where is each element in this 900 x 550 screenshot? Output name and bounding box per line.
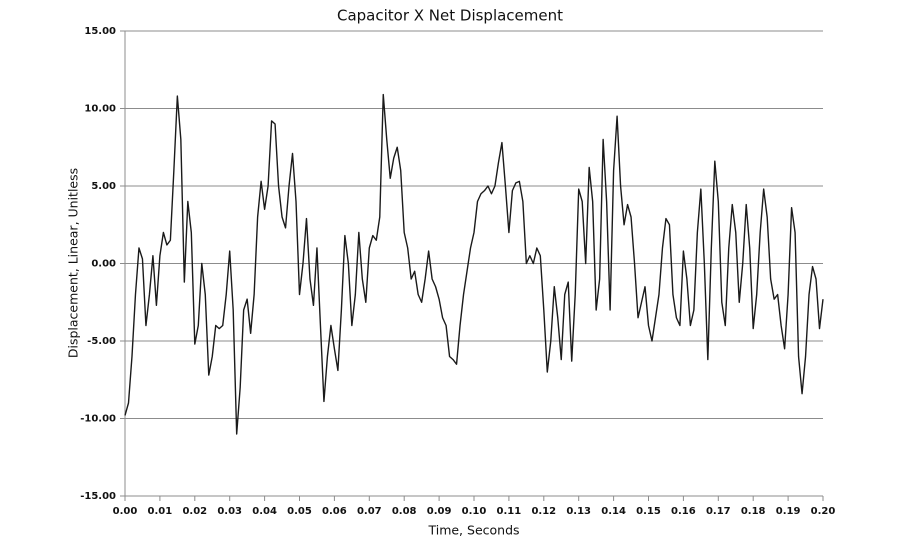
y-tick-label: -10.00 <box>80 414 116 425</box>
y-tick-label: 10.00 <box>84 104 116 115</box>
y-axis-title: Displacement, Linear, Unitless <box>66 168 81 358</box>
x-tick-label: 0.14 <box>601 506 626 517</box>
x-tick-label: 0.06 <box>322 506 347 517</box>
y-tick-label: -5.00 <box>87 336 116 347</box>
x-tick-label: 0.11 <box>497 506 522 517</box>
y-tick-label: 5.00 <box>91 181 116 192</box>
data-line <box>124 93 824 435</box>
x-tick-label: 0.10 <box>462 506 487 517</box>
x-tick-label: 0.05 <box>287 506 312 517</box>
y-tick-label: 0.00 <box>91 259 116 270</box>
x-tick-label: 0.04 <box>252 506 277 517</box>
x-tick-label: 0.08 <box>392 506 417 517</box>
x-tick-label: 0.13 <box>566 506 591 517</box>
x-tick-label: 0.16 <box>671 506 696 517</box>
y-tick-label: -15.00 <box>80 491 116 502</box>
x-tick-label: 0.19 <box>776 506 801 517</box>
x-tick-label: 0.18 <box>741 506 766 517</box>
y-tick-label: 15.00 <box>84 26 116 37</box>
x-tick-label: 0.12 <box>531 506 556 517</box>
x-axis-title: Time, Seconds <box>427 523 519 538</box>
x-tick-label: 0.20 <box>811 506 836 517</box>
x-tick-label: 0.17 <box>706 506 731 517</box>
x-tick-label: 0.15 <box>636 506 661 517</box>
x-tick-label: 0.09 <box>427 506 452 517</box>
chart-title: Capacitor X Net Displacement <box>337 7 563 25</box>
x-tick-label: 0.00 <box>113 506 138 517</box>
x-tick-label: 0.02 <box>182 506 207 517</box>
x-tick-label: 0.07 <box>357 506 382 517</box>
x-tick-label: 0.01 <box>148 506 173 517</box>
x-tick-label: 0.03 <box>217 506 242 517</box>
